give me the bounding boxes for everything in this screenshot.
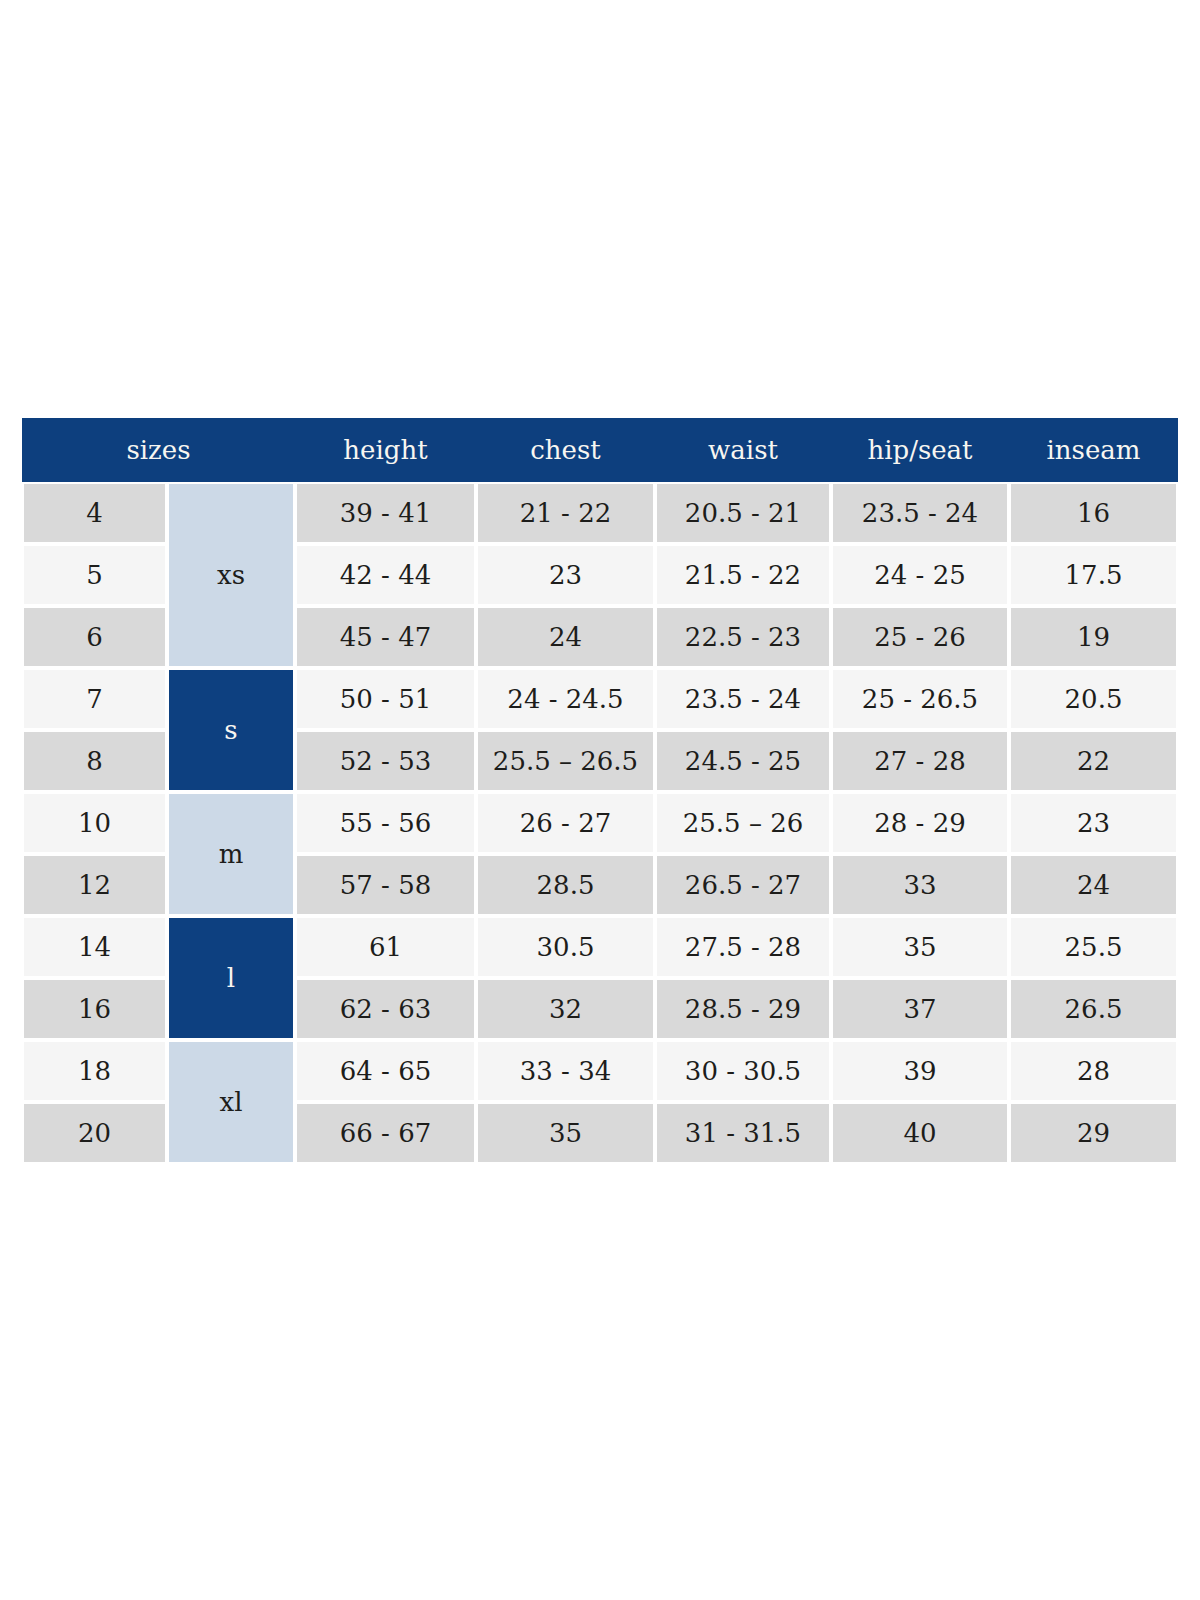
header-chest: chest [476, 418, 655, 482]
height-cell: 57 - 58 [295, 854, 476, 916]
inseam-cell: 23 [1009, 792, 1178, 854]
hip-seat-cell: 40 [831, 1102, 1009, 1164]
chest-cell: 35 [476, 1102, 655, 1164]
size-group-cell-l: l [167, 916, 295, 1040]
table-row-size-18: 18 xl 64 - 65 33 - 34 30 - 30.5 39 28 [22, 1040, 1178, 1102]
chest-cell: 26 - 27 [476, 792, 655, 854]
inseam-cell: 25.5 [1009, 916, 1178, 978]
height-cell: 62 - 63 [295, 978, 476, 1040]
chest-cell: 32 [476, 978, 655, 1040]
chest-cell: 28.5 [476, 854, 655, 916]
size-chart-table: sizes height chest waist hip/seat inseam… [22, 418, 1178, 1164]
waist-cell: 24.5 - 25 [655, 730, 831, 792]
inseam-cell: 20.5 [1009, 668, 1178, 730]
inseam-cell: 16 [1009, 482, 1178, 544]
height-cell: 55 - 56 [295, 792, 476, 854]
table-row-size-14: 14 l 61 30.5 27.5 - 28 35 25.5 [22, 916, 1178, 978]
inseam-cell: 19 [1009, 606, 1178, 668]
size-chart-container: sizes height chest waist hip/seat inseam… [22, 418, 1178, 1164]
inseam-cell: 22 [1009, 730, 1178, 792]
height-cell: 52 - 53 [295, 730, 476, 792]
waist-cell: 20.5 - 21 [655, 482, 831, 544]
size-cell: 12 [22, 854, 167, 916]
waist-cell: 25.5 – 26 [655, 792, 831, 854]
size-group-cell-m: m [167, 792, 295, 916]
chest-cell: 30.5 [476, 916, 655, 978]
chest-cell: 21 - 22 [476, 482, 655, 544]
table-header: sizes height chest waist hip/seat inseam [22, 418, 1178, 482]
waist-cell: 28.5 - 29 [655, 978, 831, 1040]
height-cell: 64 - 65 [295, 1040, 476, 1102]
hip-seat-cell: 28 - 29 [831, 792, 1009, 854]
inseam-cell: 24 [1009, 854, 1178, 916]
table-body: 4 xs 39 - 41 21 - 22 20.5 - 21 23.5 - 24… [22, 482, 1178, 1164]
hip-seat-cell: 37 [831, 978, 1009, 1040]
size-cell: 6 [22, 606, 167, 668]
height-cell: 61 [295, 916, 476, 978]
size-cell: 20 [22, 1102, 167, 1164]
size-cell: 18 [22, 1040, 167, 1102]
height-cell: 66 - 67 [295, 1102, 476, 1164]
chest-cell: 24 - 24.5 [476, 668, 655, 730]
header-inseam: inseam [1009, 418, 1178, 482]
page: sizes height chest waist hip/seat inseam… [0, 0, 1200, 1600]
hip-seat-cell: 25 - 26 [831, 606, 1009, 668]
header-waist: waist [655, 418, 831, 482]
height-cell: 50 - 51 [295, 668, 476, 730]
hip-seat-cell: 33 [831, 854, 1009, 916]
header-height: height [295, 418, 476, 482]
inseam-cell: 26.5 [1009, 978, 1178, 1040]
size-cell: 10 [22, 792, 167, 854]
inseam-cell: 28 [1009, 1040, 1178, 1102]
waist-cell: 22.5 - 23 [655, 606, 831, 668]
table-row-size-4: 4 xs 39 - 41 21 - 22 20.5 - 21 23.5 - 24… [22, 482, 1178, 544]
header-row: sizes height chest waist hip/seat inseam [22, 418, 1178, 482]
waist-cell: 30 - 30.5 [655, 1040, 831, 1102]
chest-cell: 24 [476, 606, 655, 668]
waist-cell: 31 - 31.5 [655, 1102, 831, 1164]
size-group-cell-xl: xl [167, 1040, 295, 1164]
inseam-cell: 17.5 [1009, 544, 1178, 606]
height-cell: 45 - 47 [295, 606, 476, 668]
size-group-cell-xs: xs [167, 482, 295, 668]
waist-cell: 23.5 - 24 [655, 668, 831, 730]
size-cell: 7 [22, 668, 167, 730]
waist-cell: 26.5 - 27 [655, 854, 831, 916]
chest-cell: 33 - 34 [476, 1040, 655, 1102]
hip-seat-cell: 24 - 25 [831, 544, 1009, 606]
hip-seat-cell: 35 [831, 916, 1009, 978]
inseam-cell: 29 [1009, 1102, 1178, 1164]
size-cell: 14 [22, 916, 167, 978]
hip-seat-cell: 27 - 28 [831, 730, 1009, 792]
table-row-size-10: 10 m 55 - 56 26 - 27 25.5 – 26 28 - 29 2… [22, 792, 1178, 854]
size-cell: 16 [22, 978, 167, 1040]
size-group-cell-s: s [167, 668, 295, 792]
height-cell: 42 - 44 [295, 544, 476, 606]
waist-cell: 27.5 - 28 [655, 916, 831, 978]
waist-cell: 21.5 - 22 [655, 544, 831, 606]
hip-seat-cell: 25 - 26.5 [831, 668, 1009, 730]
height-cell: 39 - 41 [295, 482, 476, 544]
size-cell: 8 [22, 730, 167, 792]
hip-seat-cell: 23.5 - 24 [831, 482, 1009, 544]
chest-cell: 23 [476, 544, 655, 606]
header-sizes: sizes [22, 418, 295, 482]
size-cell: 5 [22, 544, 167, 606]
hip-seat-cell: 39 [831, 1040, 1009, 1102]
size-cell: 4 [22, 482, 167, 544]
header-hip-seat: hip/seat [831, 418, 1009, 482]
table-row-size-7: 7 s 50 - 51 24 - 24.5 23.5 - 24 25 - 26.… [22, 668, 1178, 730]
chest-cell: 25.5 – 26.5 [476, 730, 655, 792]
